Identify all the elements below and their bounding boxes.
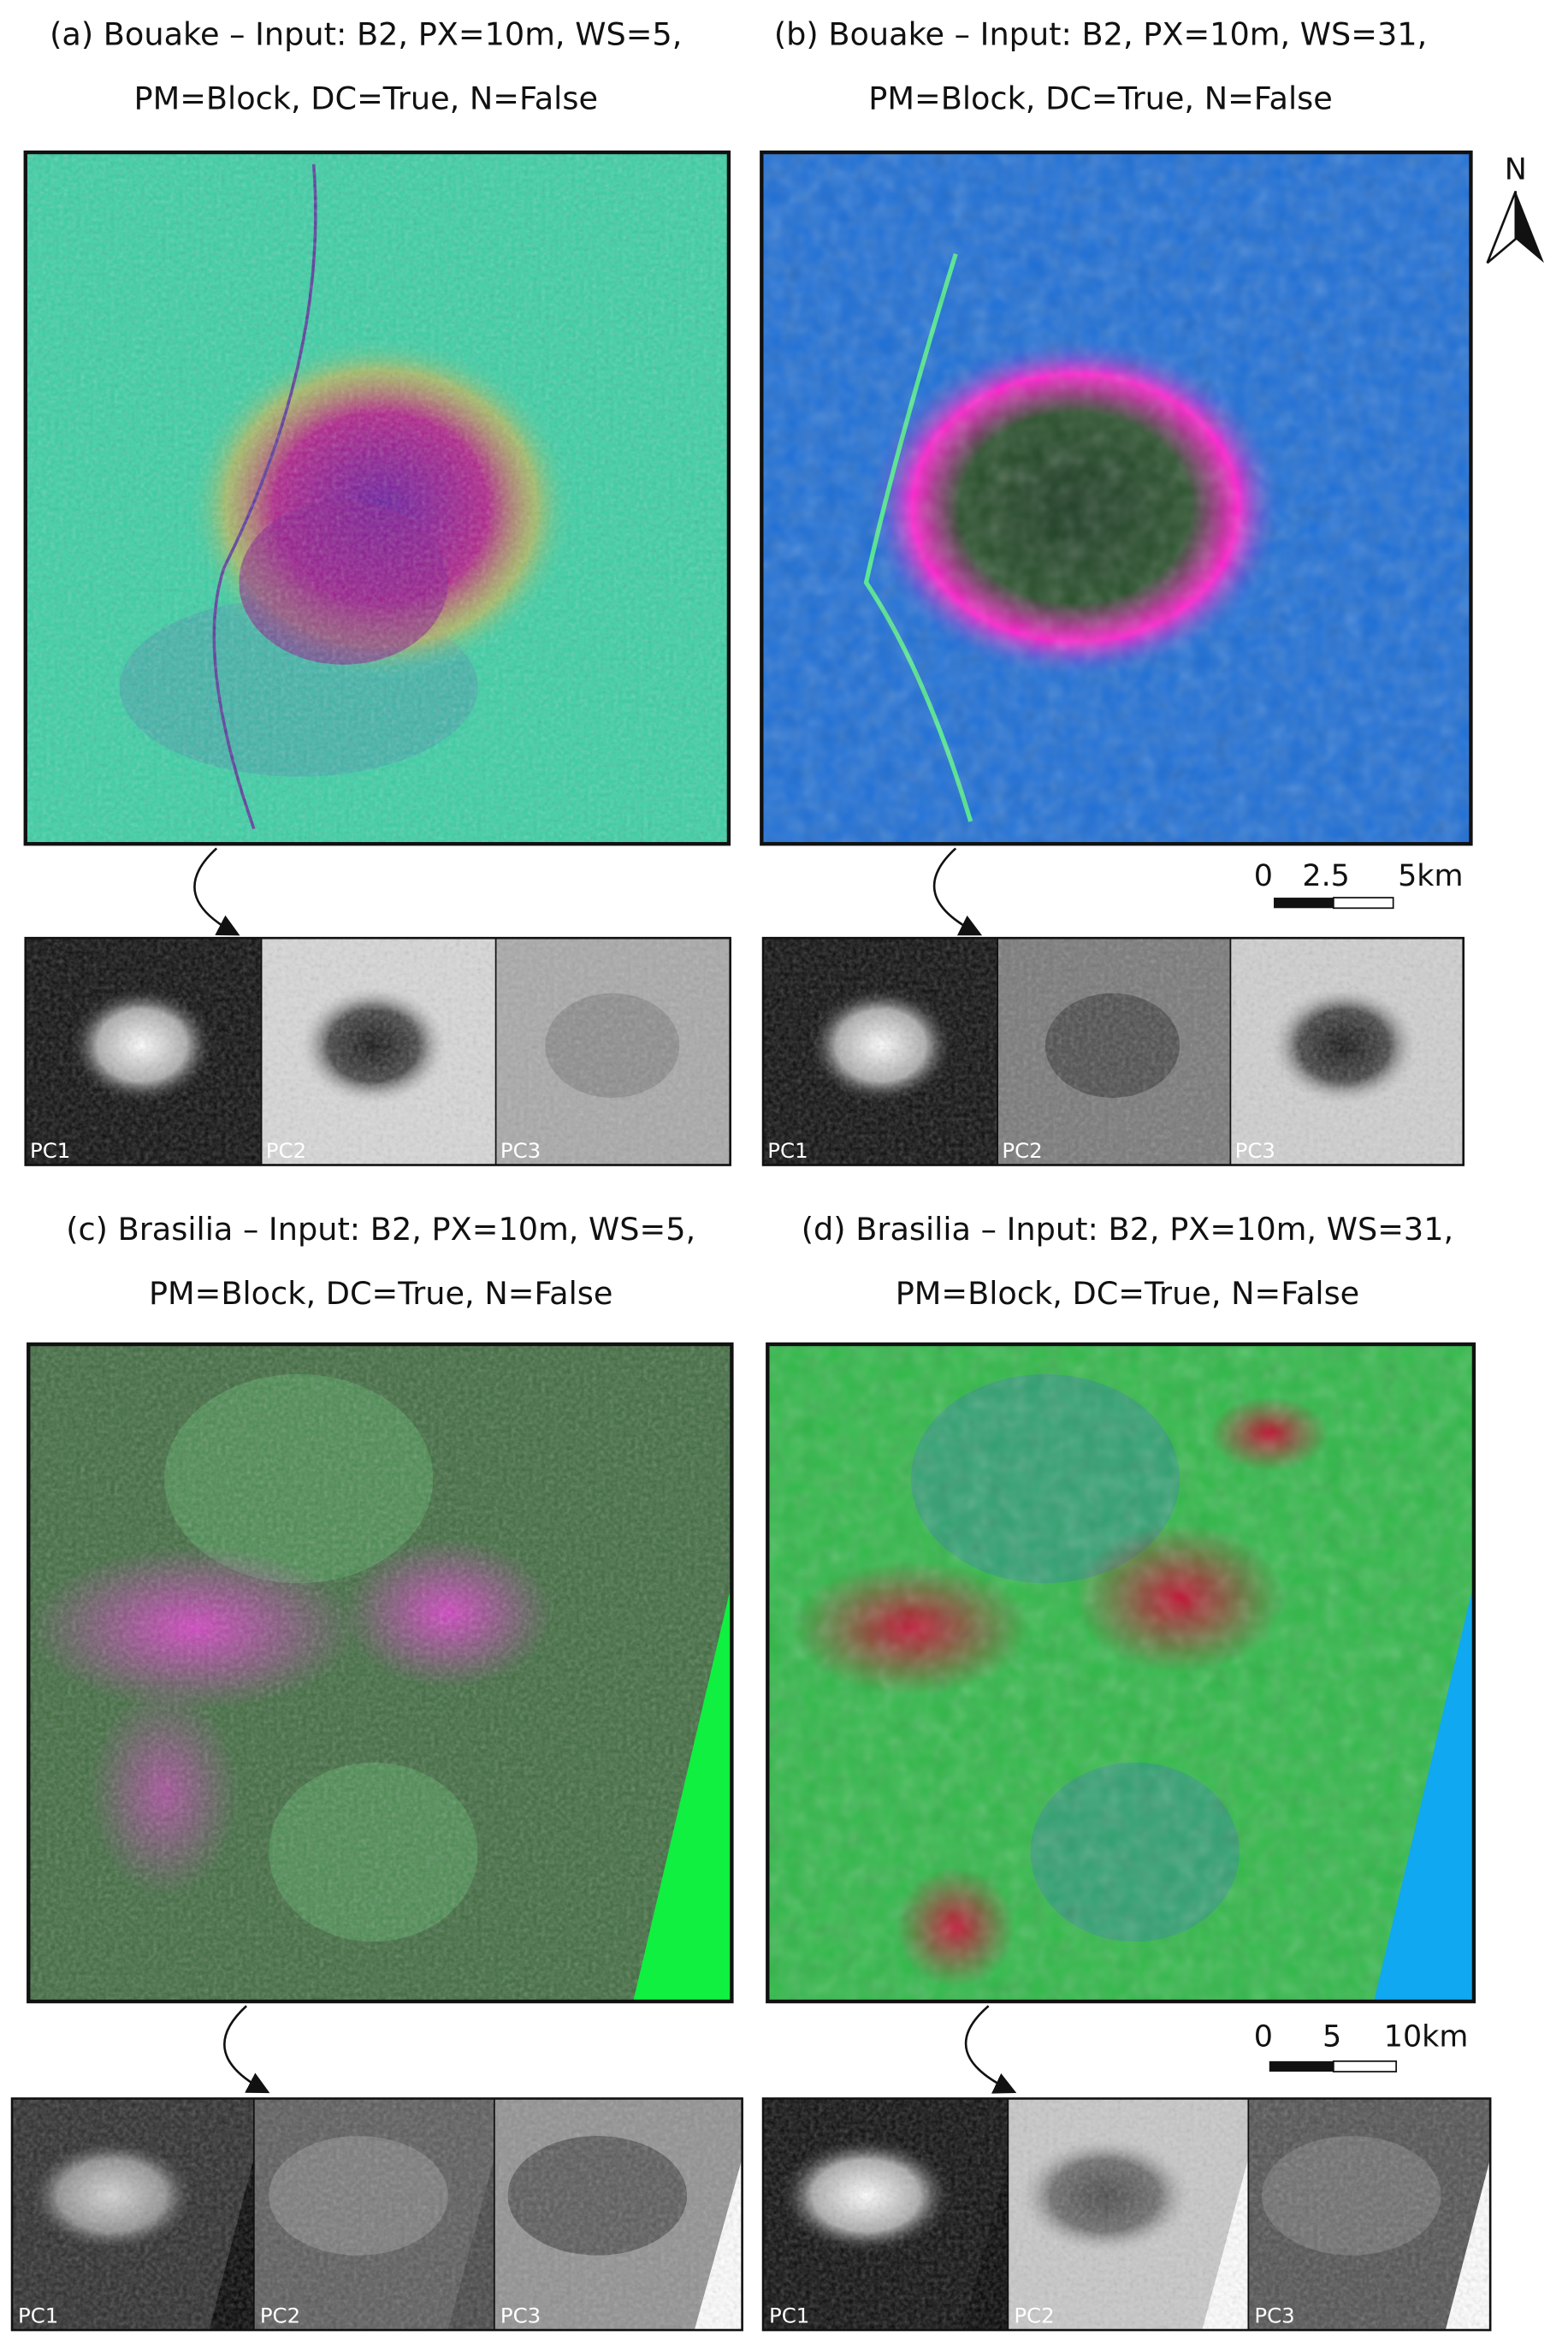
scale-label: 2.5: [1302, 859, 1350, 893]
panel-title: PM=Block, DC=True, N=False: [133, 80, 598, 116]
scale-label: 5: [1322, 2019, 1341, 2054]
frame: [766, 1342, 1476, 2004]
thumbnail-label: PC2: [1002, 1138, 1042, 1163]
frame: [23, 150, 731, 846]
panel-title: (a) Bouake – Input: B2, PX=10m, WS=5,: [50, 15, 682, 52]
thumbnail-label: PC3: [500, 2303, 541, 2327]
panel-title: (b) Bouake – Input: B2, PX=10m, WS=31,: [774, 15, 1427, 52]
thumbnail-label: PC1: [767, 1138, 808, 1163]
thumbnail-label: PC1: [769, 2303, 809, 2327]
scale-label: 0: [1254, 859, 1273, 893]
panel-title: PM=Block, DC=True, N=False: [896, 1275, 1360, 1312]
frame: [27, 1342, 734, 2004]
scale-bar: [1274, 897, 1394, 910]
thumbnail-label: PC3: [1254, 2303, 1294, 2327]
thumbnail: [24, 936, 731, 1166]
thumbnail-label: PC3: [1235, 1138, 1275, 1163]
thumbnail-label: PC2: [260, 2303, 300, 2327]
panel-title: (c) Brasilia – Input: B2, PX=10m, WS=5,: [66, 1211, 695, 1248]
map-image: [767, 1343, 1474, 2002]
map-image: [25, 152, 729, 845]
scale-bar: [1269, 2060, 1398, 2072]
thumbnail-label: PC2: [266, 1138, 306, 1163]
panel-title: PM=Block, DC=True, N=False: [868, 80, 1333, 116]
north-label: N: [1505, 152, 1527, 187]
arrow: [964, 2005, 1017, 2094]
scale-label: 5km: [1398, 859, 1463, 893]
scale-label: 0: [1254, 2019, 1273, 2054]
thumbnail: [761, 936, 1465, 1166]
thumbnail-label: PC1: [18, 2303, 58, 2327]
thumbnail-label: PC3: [500, 1138, 541, 1163]
map-image: [761, 152, 1471, 845]
thumbnail-label: PC1: [30, 1138, 70, 1163]
arrow: [932, 847, 983, 936]
frame: [760, 150, 1473, 846]
arrow: [223, 2005, 270, 2094]
thumbnail: [761, 2097, 1492, 2332]
panel-title: (d) Brasilia – Input: B2, PX=10m, WS=31,: [802, 1211, 1453, 1248]
arrow: [193, 847, 240, 936]
thumbnail: [10, 2097, 743, 2332]
scale-label: 10km: [1384, 2019, 1469, 2054]
map-image: [28, 1343, 732, 2002]
thumbnail-label: PC2: [1014, 2303, 1054, 2327]
panel-title: PM=Block, DC=True, N=False: [149, 1275, 613, 1312]
north-arrow: [1486, 190, 1544, 264]
